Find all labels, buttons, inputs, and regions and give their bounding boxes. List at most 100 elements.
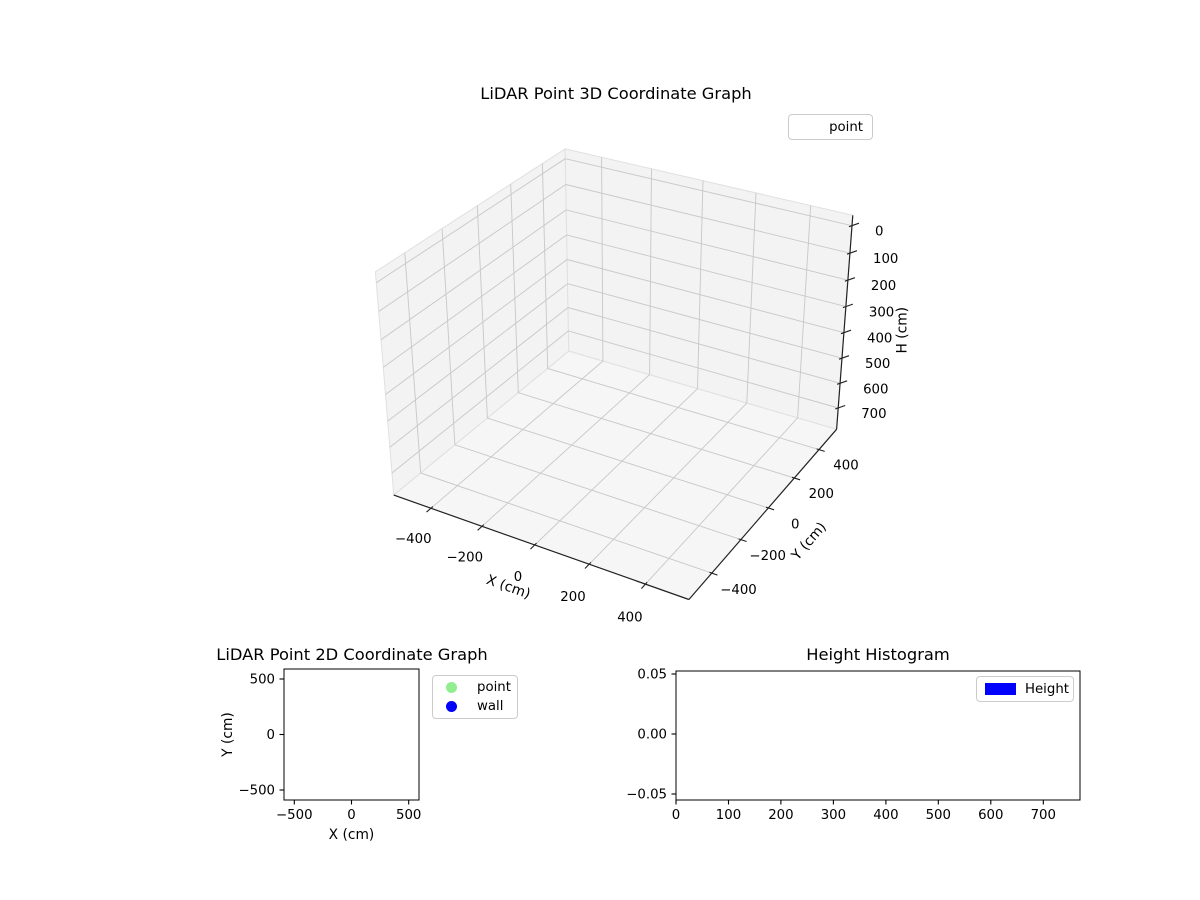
- hist-x-tick-label: 300: [821, 808, 846, 823]
- gridline-x: [645, 417, 798, 585]
- gridline-x: [697, 180, 704, 389]
- gridline-z: [391, 330, 569, 474]
- x-tick-label: 400: [617, 610, 642, 625]
- plot2d-title: LiDAR Point 2D Coordinate Graph: [216, 645, 488, 664]
- point-marker-swatch: [446, 682, 457, 693]
- z-tick: [842, 303, 854, 309]
- y-tick-label: 200: [809, 487, 834, 502]
- z-tick: [835, 404, 846, 410]
- x-tick-label: −200: [447, 551, 484, 566]
- z-tick-label: 0: [875, 225, 883, 240]
- x-tick-label: 200: [560, 590, 585, 605]
- y-tick: [816, 448, 825, 452]
- plot2d-y-axis-label: Y (cm): [220, 712, 236, 758]
- gridline-x: [534, 388, 698, 546]
- plot2d-x-tick-label: 0: [347, 808, 355, 823]
- gridline-y: [541, 163, 549, 369]
- gridline-y: [420, 472, 712, 574]
- wall-marker-swatch: [446, 701, 457, 712]
- gridline-y: [476, 205, 488, 419]
- z-tick: [848, 222, 860, 228]
- gridline-z: [566, 209, 849, 281]
- gridline-z: [376, 158, 566, 284]
- y-tick-label: −400: [720, 583, 757, 598]
- hist-x-tick-label: 0: [672, 808, 680, 823]
- hist-x-tick-label: 600: [978, 808, 1003, 823]
- y-tick-label: 0: [791, 517, 799, 532]
- plot2d-legend: point wall: [432, 675, 518, 719]
- hist-y-tick-label: 0.00: [637, 728, 667, 743]
- z-tick-label: 600: [863, 382, 888, 397]
- legend-label-point-3d: point: [829, 119, 863, 135]
- gridline-z: [566, 234, 847, 308]
- plot2d-y-tick-label: 500: [250, 673, 275, 688]
- hist-y-tick-label: 0.05: [637, 668, 667, 683]
- legend-entry-wall: wall: [446, 699, 517, 714]
- hist-x-tick-label: 500: [926, 808, 951, 823]
- z-tick: [838, 355, 850, 360]
- gridline-z: [378, 184, 567, 312]
- gridline-z: [389, 307, 569, 448]
- z-axis-label: H (cm): [894, 307, 910, 354]
- hist-x-tick-label: 200: [768, 808, 793, 823]
- z-tick-label: 500: [865, 357, 890, 372]
- gridline-z: [568, 330, 839, 409]
- plot3d-title: LiDAR Point 3D Coordinate Graph: [480, 84, 752, 103]
- z-tick: [846, 250, 858, 255]
- legend-label-height: Height: [1025, 681, 1069, 697]
- z-tick: [844, 277, 856, 282]
- legend-label-wall: wall: [477, 699, 504, 714]
- y-tick: [765, 506, 775, 511]
- hist-frame: [675, 670, 1081, 801]
- gridline-y: [518, 392, 795, 479]
- hist-y-tick-label: −0.05: [626, 788, 667, 803]
- plot2d-x-tick-label: −500: [276, 808, 313, 823]
- x-tick-label: 0: [514, 570, 522, 585]
- hist-x-tick-label: 100: [716, 808, 741, 823]
- x-axis-label: X (cm): [484, 572, 532, 602]
- y-tick: [738, 538, 747, 543]
- gridline-y: [441, 228, 456, 445]
- gridline-z: [385, 259, 568, 395]
- gridline-z: [380, 209, 567, 341]
- gridline-z: [565, 158, 853, 227]
- gridline-z: [566, 259, 845, 334]
- hist-x-tick-label: 700: [1031, 808, 1056, 823]
- height-patch-swatch: [985, 683, 1016, 695]
- plot2d-frame: [283, 668, 420, 801]
- y-tick-label: 400: [833, 459, 858, 474]
- gridline-z: [565, 184, 851, 254]
- x-tick-label: −400: [395, 532, 432, 547]
- y-tick: [791, 476, 801, 481]
- gridline-y: [454, 444, 742, 541]
- plot2d-y-tick-label: 0: [267, 728, 275, 743]
- gridline-z: [567, 307, 841, 384]
- legend-entry-point: point: [446, 680, 517, 695]
- x-tick: [584, 562, 592, 569]
- z-tick-label: 700: [861, 407, 886, 422]
- gridline-x: [430, 360, 604, 509]
- x-tick: [426, 506, 434, 513]
- gridline-z: [387, 283, 568, 422]
- z-tick-label: 300: [869, 306, 894, 321]
- x-tick: [530, 542, 537, 550]
- z-tick-label: 200: [871, 279, 896, 294]
- z-axis-line: [836, 215, 854, 430]
- hist-title: Height Histogram: [806, 645, 950, 664]
- gridline-y: [404, 252, 422, 474]
- gridline-x: [481, 374, 650, 527]
- gridline-x: [746, 192, 757, 404]
- gridline-z: [383, 234, 567, 368]
- gridline-z: [567, 283, 843, 359]
- x-tick: [477, 524, 485, 531]
- z-tick: [840, 329, 852, 335]
- x-axis-line: [393, 494, 690, 601]
- x-tick: [640, 581, 648, 589]
- gridline-y: [510, 184, 519, 393]
- plot2d-y-tick-label: −500: [238, 784, 275, 799]
- legend-label-point: point: [477, 680, 511, 695]
- z-tick-label: 400: [867, 332, 892, 347]
- gridline-y: [487, 417, 769, 509]
